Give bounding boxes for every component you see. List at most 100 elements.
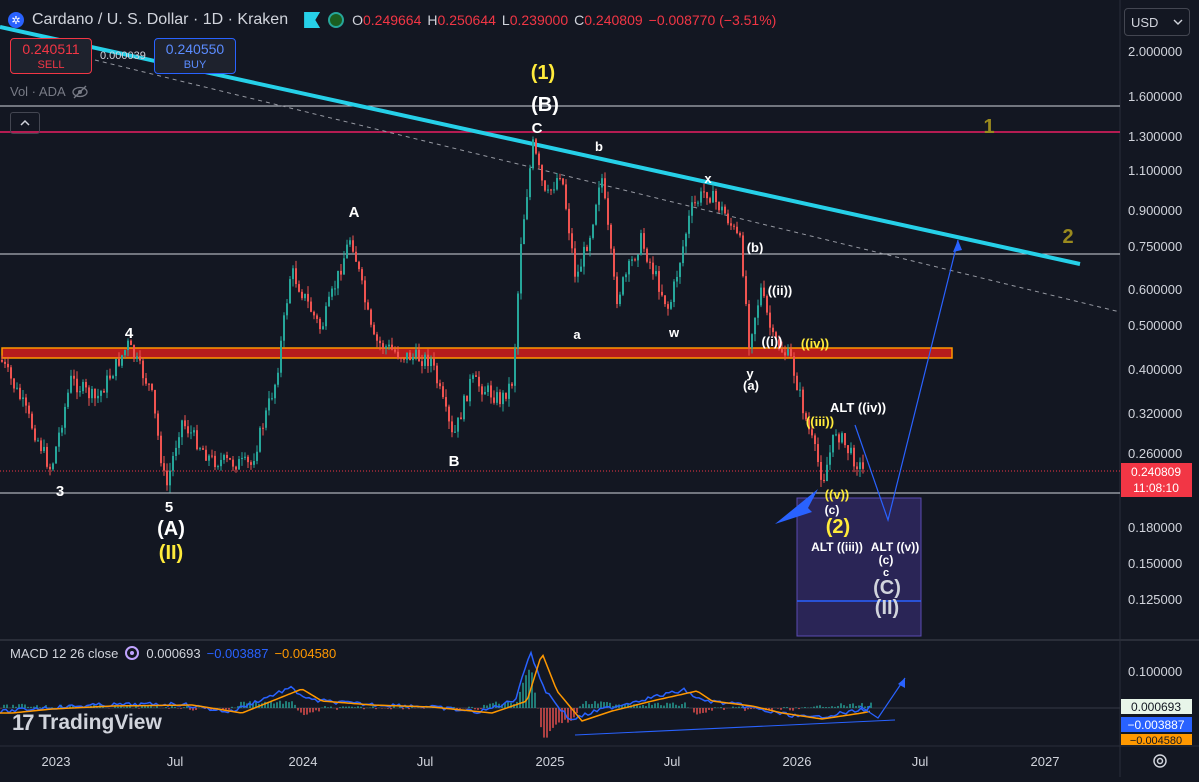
collapse-legend-button[interactable] <box>10 112 40 134</box>
cardano-logo-icon: ✲ <box>8 12 24 28</box>
candle-body <box>688 216 690 234</box>
macd-bar <box>297 708 299 711</box>
candle-body <box>322 326 324 329</box>
sell-button[interactable]: 0.240511 SELL <box>10 38 92 74</box>
candle-body <box>313 312 315 316</box>
candle-body <box>826 465 828 481</box>
candle-body <box>628 261 630 275</box>
macd-bar <box>735 707 737 708</box>
macd-bar <box>834 707 836 708</box>
candle-body <box>34 428 36 440</box>
candle-body <box>547 190 549 191</box>
candle-body <box>757 305 759 317</box>
candle-body <box>811 429 813 435</box>
candle-body <box>760 288 762 306</box>
flag-icon[interactable] <box>304 12 320 28</box>
candle-body <box>262 428 264 429</box>
candle-body <box>625 274 627 277</box>
candle-body <box>241 458 243 459</box>
candle-body <box>358 262 360 269</box>
macd-bar <box>576 708 578 713</box>
macd-legend[interactable]: MACD 12 26 close 0.000693 −0.003887 −0.0… <box>10 645 336 661</box>
candle-body <box>754 318 756 334</box>
label-ii: ((ii)) <box>768 283 793 298</box>
price-axis[interactable]: 2.0000001.6000001.3000001.1000000.900000… <box>1128 44 1182 607</box>
macd-bar <box>552 708 554 728</box>
candle-body <box>487 385 489 392</box>
macd-bar <box>660 705 662 708</box>
candle-body <box>844 433 846 445</box>
candle-body <box>430 359 432 366</box>
candle-body <box>160 436 162 463</box>
label-II-white: (II) <box>875 597 899 619</box>
macd-bar <box>792 708 794 711</box>
candle-body <box>544 181 546 191</box>
settings-icon[interactable] <box>124 645 140 661</box>
sell-label: SELL <box>11 57 91 73</box>
candle-body <box>97 396 99 398</box>
macd-bar <box>24 704 26 708</box>
countdown-value: 11:08:10 <box>1133 481 1179 495</box>
candle-body <box>163 463 165 470</box>
macd-bar <box>651 705 653 708</box>
buy-button[interactable]: 0.240550 BUY <box>154 38 236 74</box>
symbol-title[interactable]: Cardano / U. S. Dollar · 1D · Kraken <box>32 11 288 29</box>
candle-body <box>235 467 237 470</box>
candle-body <box>412 357 414 360</box>
candle-body <box>220 460 222 466</box>
macd-bar <box>540 708 542 727</box>
candle-body <box>394 350 396 352</box>
price-tick: 0.180000 <box>1128 520 1182 535</box>
candle-body <box>496 392 498 403</box>
last-price-value: 0.240809 <box>1131 465 1181 479</box>
macd-bar <box>357 706 359 708</box>
time-tick: 2026 <box>783 754 812 769</box>
candle-body <box>766 296 768 312</box>
candle-body <box>298 284 300 292</box>
candle-body <box>307 294 309 302</box>
candle-body <box>706 192 708 198</box>
macd-bar <box>678 706 680 708</box>
label-II-yellow: (II) <box>159 542 183 564</box>
candle-body <box>142 361 144 379</box>
macd-bar <box>303 708 305 715</box>
macd-bar <box>282 704 284 708</box>
candle-body <box>700 191 702 202</box>
macd-pane[interactable] <box>0 653 1120 738</box>
candle-body <box>592 225 594 238</box>
candle-body <box>631 259 633 261</box>
tradingview-branding[interactable]: 17 TradingView <box>12 710 162 736</box>
candle-body <box>13 379 15 389</box>
candle-body <box>40 440 42 451</box>
candle-body <box>472 375 474 379</box>
eye-off-icon[interactable] <box>72 85 88 99</box>
label-B: B <box>449 453 460 470</box>
macd-bar <box>819 705 821 708</box>
macd-bar <box>39 707 41 708</box>
macd-divergence-line[interactable] <box>575 720 895 735</box>
buy-label: BUY <box>155 57 235 73</box>
candle-body <box>178 437 180 448</box>
label-A: A <box>349 204 360 221</box>
candle-body <box>658 271 660 292</box>
candle-body <box>598 188 600 205</box>
macd-bar <box>375 708 377 709</box>
candle-body <box>124 350 126 355</box>
candle-body <box>136 356 138 358</box>
candle-body <box>508 384 510 399</box>
macd-bar <box>750 708 752 709</box>
candle-body <box>85 382 87 387</box>
macd-bar <box>471 707 473 708</box>
macd-tag1-value: 0.000693 <box>1131 700 1181 714</box>
candle-body <box>856 466 858 469</box>
macd-bar <box>849 704 851 708</box>
candle-body <box>724 207 726 214</box>
chart-settings-icon[interactable] <box>1150 751 1170 771</box>
candle-body <box>850 448 852 453</box>
currency-selector[interactable]: USD <box>1124 8 1190 36</box>
candle-body <box>367 302 369 309</box>
target-zone-box[interactable] <box>797 498 921 636</box>
time-tick: Jul <box>417 754 434 769</box>
volume-legend[interactable]: Vol · ADA <box>10 84 88 99</box>
